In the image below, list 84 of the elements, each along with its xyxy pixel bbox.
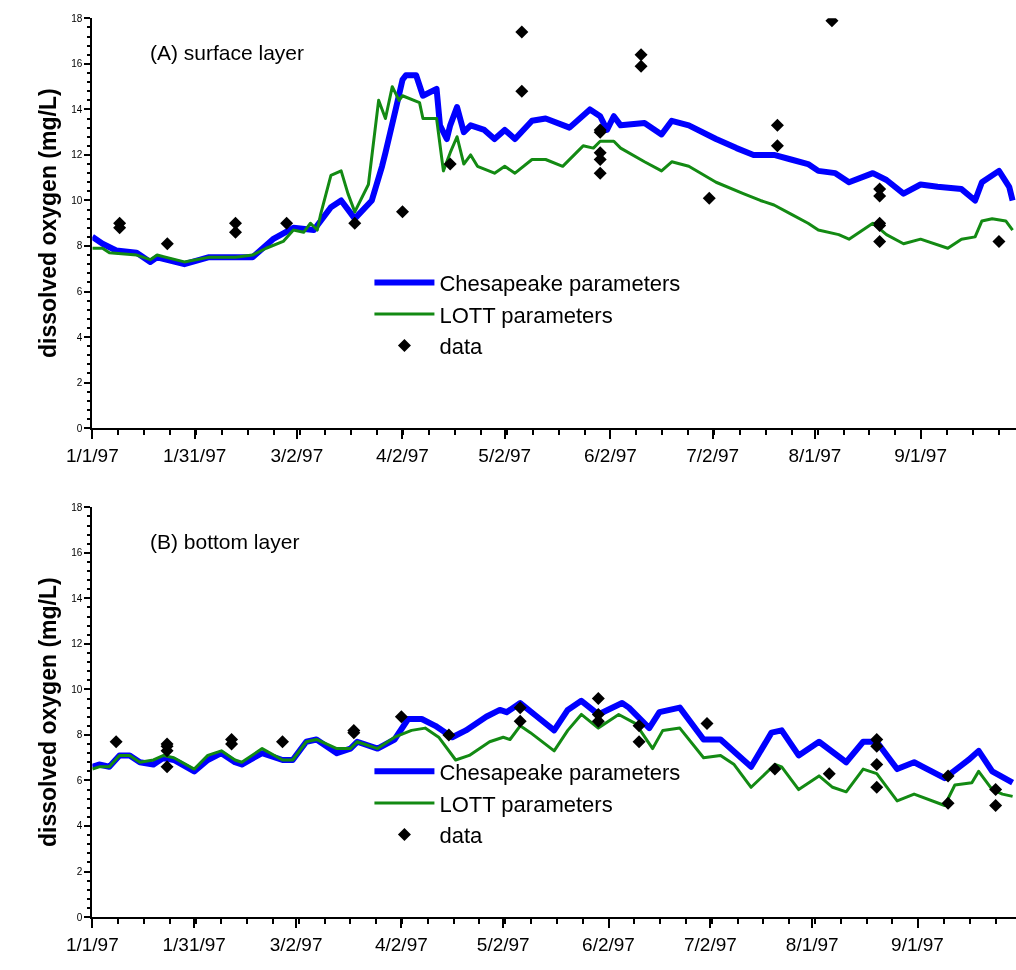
point <box>160 760 174 774</box>
x-tick-label: 4/2/97 <box>374 933 428 955</box>
text: (B) bottom layer <box>150 530 300 553</box>
y-tick-label: 6 <box>76 286 83 297</box>
x-tick-label: 9/1/97 <box>891 933 944 955</box>
point <box>870 758 884 772</box>
x-tick-label: 1/31/97 <box>162 444 227 466</box>
point <box>870 780 884 794</box>
x-tick-label: 1/31/97 <box>162 933 226 955</box>
x-tick-label: 7/2/97 <box>683 933 737 955</box>
x-tick-label: 1/1/97 <box>65 933 119 955</box>
point <box>770 118 784 132</box>
point <box>348 216 362 230</box>
y-tick-label: 0 <box>76 911 83 923</box>
y-tick-label: 2 <box>76 866 83 877</box>
point <box>395 205 409 219</box>
point <box>822 767 836 781</box>
y-tick-label: 18 <box>71 12 83 24</box>
y-tick-label: 10 <box>71 683 83 695</box>
legend-label: LOTT parameters <box>439 791 613 817</box>
x-tick-label: 6/2/97 <box>582 933 635 955</box>
point <box>513 714 527 728</box>
y-tick-label: 12 <box>71 638 83 650</box>
point <box>632 719 646 733</box>
point <box>702 191 716 205</box>
point <box>634 59 648 73</box>
point <box>442 728 456 742</box>
y-tick-label: 0 <box>76 422 83 434</box>
y-tick-label: 10 <box>71 194 83 206</box>
x-tick-label: 6/2/97 <box>583 444 637 466</box>
x-tick-label: 8/1/97 <box>785 933 839 955</box>
y-axis-title: dissolved oxygen (mg/L) <box>35 577 62 848</box>
point <box>593 166 607 180</box>
point <box>280 216 294 230</box>
point <box>109 735 123 749</box>
point <box>941 796 955 810</box>
legend-label: Chesapeake parameters <box>439 270 681 296</box>
point <box>770 139 784 153</box>
x-tick-label: 4/2/97 <box>376 444 429 466</box>
legend-label: LOTT parameters <box>439 302 613 328</box>
point <box>394 710 408 724</box>
x-tick-label: 3/2/97 <box>269 933 323 955</box>
y-tick-label: 4 <box>76 331 83 343</box>
point <box>276 735 289 749</box>
point <box>992 234 1006 248</box>
x-tick-label: 9/1/97 <box>894 444 947 466</box>
point <box>515 84 529 98</box>
point <box>873 234 887 248</box>
y-tick-label: 16 <box>71 58 83 70</box>
y-axis-title: dissolved oxygen (mg/L) <box>35 88 62 359</box>
y-tick-label: 2 <box>76 377 83 389</box>
point <box>515 25 529 39</box>
y-tick-label: 12 <box>71 149 83 161</box>
point <box>228 216 242 230</box>
x-tick-label: 1/1/97 <box>65 444 119 466</box>
point <box>989 799 1003 812</box>
point <box>941 769 955 783</box>
x-tick-label: 7/2/97 <box>686 444 740 466</box>
legend-label: Chesapeake parameters <box>439 759 681 785</box>
text: (A) surface layer <box>150 41 305 64</box>
y-tick-label: 8 <box>76 729 83 741</box>
x-tick-label: 8/1/97 <box>788 444 842 466</box>
point <box>768 762 782 776</box>
x-tick-label: 3/2/97 <box>270 444 324 466</box>
point <box>591 692 605 706</box>
point <box>700 717 714 731</box>
y-tick-label: 6 <box>76 774 83 786</box>
point <box>634 48 648 62</box>
y-tick-label: 14 <box>71 103 83 115</box>
point <box>632 735 646 749</box>
point <box>513 701 527 715</box>
point <box>160 237 174 251</box>
y-tick-label: 4 <box>76 820 83 832</box>
point <box>228 225 242 239</box>
x-tick-label: 5/2/97 <box>476 933 530 955</box>
legend-label: data <box>439 334 484 360</box>
y-tick-label: 14 <box>71 592 83 604</box>
y-tick-label: 18 <box>71 501 83 513</box>
y-tick-label: 8 <box>76 240 83 252</box>
legend-label: data <box>439 823 484 849</box>
point <box>989 783 1003 797</box>
x-tick-label: 5/2/97 <box>478 444 532 466</box>
y-tick-label: 16 <box>71 547 83 559</box>
point <box>443 157 457 171</box>
